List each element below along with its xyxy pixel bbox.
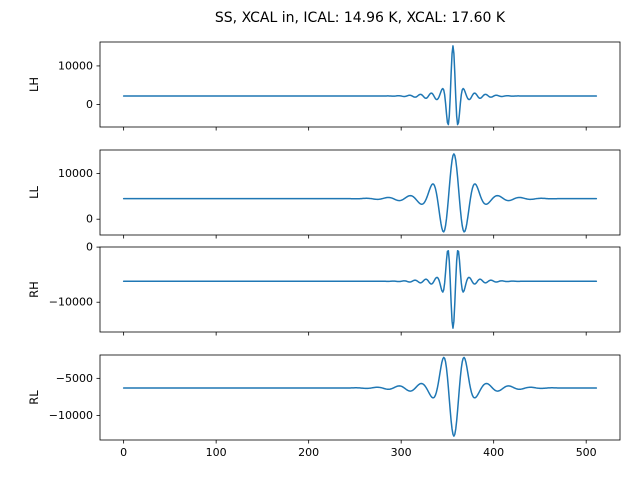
axes-box <box>99 246 621 333</box>
x-tick-label: 100 <box>206 446 227 459</box>
y-tick-label: −5000 <box>56 372 93 385</box>
y-tick-label: 10000 <box>58 59 93 72</box>
x-tick-label: 500 <box>576 446 597 459</box>
y-axis-label: LL <box>27 186 41 199</box>
waveform-line <box>122 356 598 437</box>
y-tick-label: −10000 <box>49 296 93 309</box>
subplot-lh: 10000 0 LH <box>27 41 621 131</box>
axes-box <box>99 41 621 128</box>
subplot-rl: −5000 −10000 0 100 200 300 400 500 RL <box>27 354 621 459</box>
y-axis-label: RL <box>27 390 41 405</box>
axes-box <box>99 149 621 236</box>
x-tick-label: 400 <box>483 446 504 459</box>
figure-title: SS, XCAL in, ICAL: 14.96 K, XCAL: 17.60 … <box>214 10 506 26</box>
x-tick-label: 200 <box>298 446 319 459</box>
y-tick-label: 0 <box>86 241 93 254</box>
subplot-rh: 0 −10000 RH <box>27 241 621 336</box>
y-tick-label: −10000 <box>49 409 93 422</box>
subplot-ll: 10000 0 LL <box>27 149 621 239</box>
x-tick-label: 0 <box>120 446 127 459</box>
waveform-line <box>122 45 598 126</box>
axes-box <box>99 354 621 441</box>
y-tick-label: 10000 <box>58 167 93 180</box>
y-axis-label: LH <box>27 77 41 92</box>
y-axis-label: RH <box>27 281 41 298</box>
waveform-line <box>122 249 598 329</box>
y-tick-label: 0 <box>86 98 93 111</box>
y-tick-label: 0 <box>86 213 93 226</box>
waveform-line <box>122 153 598 233</box>
x-tick-label: 300 <box>391 446 412 459</box>
